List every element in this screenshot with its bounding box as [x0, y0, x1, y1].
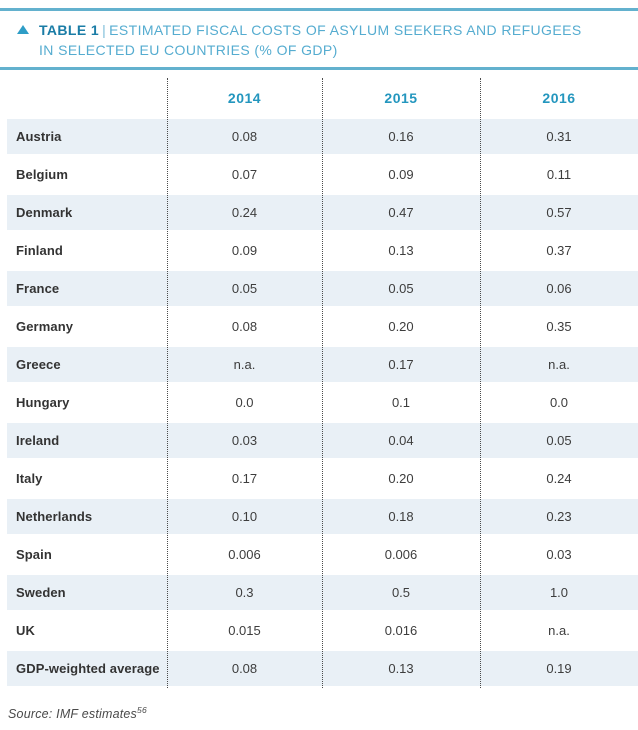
cell-2016: 0.05 [546, 433, 572, 448]
cell-2014: 0.05 [231, 281, 258, 296]
cell-2014: 0.10 [231, 509, 258, 524]
cell-2016: 0.23 [546, 509, 572, 524]
title-separator: | [102, 22, 107, 38]
table-row-hungary: Hungary 0.0 0.1 0.0 [0, 384, 638, 422]
figure-title: TABLE 1 | ESTIMATED FISCAL COSTS OF ASYLUM… [39, 20, 582, 60]
cell-2015: 0.04 [388, 433, 414, 448]
table-row-belgium: Belgium 0.07 0.09 0.11 [0, 156, 638, 194]
cell-2014: 0.006 [228, 547, 261, 562]
cell-2016: 0.03 [546, 547, 572, 562]
cell-2014: 0.09 [231, 243, 258, 258]
cell-2016: 0.37 [546, 243, 572, 258]
cell-2014: 0.03 [231, 433, 258, 448]
table-row-denmark: Denmark 0.24 0.47 0.57 [0, 194, 638, 232]
cell-2015: 0.016 [384, 623, 418, 638]
cell-2015: 0.05 [388, 281, 414, 296]
cell-2015: 0.09 [388, 167, 414, 182]
column-header-2016: 2016 [542, 90, 576, 106]
row-label: Sweden [16, 585, 66, 600]
table-row-italy: Italy 0.17 0.20 0.24 [0, 460, 638, 498]
cell-2015: 0.17 [388, 357, 414, 372]
title-divider-rule [0, 67, 638, 70]
row-label: Belgium [16, 167, 68, 182]
cell-2016: 0.57 [546, 205, 572, 220]
row-label: Italy [16, 471, 43, 486]
row-label: Austria [16, 129, 62, 144]
table-row-sweden: Sweden 0.3 0.5 1.0 [0, 574, 638, 612]
cell-2015: 0.20 [388, 319, 414, 334]
row-label: Spain [16, 547, 52, 562]
table-row-greece: Greece n.a. 0.17 n.a. [0, 346, 638, 384]
footnote-number: 56 [137, 705, 147, 715]
cell-2015: 0.18 [388, 509, 414, 524]
cell-2014: 0.3 [235, 585, 254, 600]
cell-2015: 0.20 [388, 471, 414, 486]
table-figure-page: TABLE 1 | ESTIMATED FISCAL COSTS OF ASYLUM… [0, 8, 638, 721]
table-row-finland: Finland 0.09 0.13 0.37 [0, 232, 638, 270]
table-row-spain: Spain 0.006 0.006 0.03 [0, 536, 638, 574]
cell-2016: n.a. [548, 357, 570, 372]
cell-2014: 0.07 [231, 167, 258, 182]
cell-2015: 0.006 [384, 547, 418, 562]
column-header-2015: 2015 [384, 90, 418, 106]
cell-2014: 0.24 [231, 205, 258, 220]
source-text: Source: IMF estimates [8, 707, 138, 722]
cell-2016: 0.06 [546, 281, 572, 296]
table-label: TABLE 1 [39, 22, 100, 38]
cell-2014: 0.0 [235, 395, 254, 410]
cell-2016: 0.35 [546, 319, 572, 334]
row-label: Germany [16, 319, 74, 334]
cell-2015: 0.1 [391, 395, 411, 410]
cell-2015: 0.16 [388, 129, 414, 144]
cell-2014: 0.015 [228, 623, 261, 638]
column-divider-3 [480, 78, 481, 688]
table-row-ireland: Ireland 0.03 0.04 0.05 [0, 422, 638, 460]
table-row-netherlands: Netherlands 0.10 0.18 0.23 [0, 498, 638, 536]
cell-2016: 0.31 [546, 129, 572, 144]
triangle-up-icon [17, 25, 29, 34]
cell-2014: 0.08 [231, 661, 258, 676]
column-divider-1 [167, 78, 168, 688]
cell-2016: 0.11 [546, 167, 572, 182]
row-label: Denmark [16, 205, 73, 220]
table-row-austria: Austria 0.08 0.16 0.31 [0, 118, 638, 156]
title-line-2: IN SELECTED EU COUNTRIES (% OF GDP) [39, 42, 338, 58]
row-label: UK [16, 623, 35, 638]
cell-2016: 0.0 [549, 395, 569, 410]
column-divider-2 [322, 78, 323, 688]
cell-2014: 0.17 [231, 471, 258, 486]
table-row-uk: UK 0.015 0.016 n.a. [0, 612, 638, 650]
column-header-2014: 2014 [227, 90, 262, 106]
row-label: Ireland [16, 433, 60, 448]
cell-2016: 0.19 [546, 661, 572, 676]
cell-2014: 0.08 [231, 319, 258, 334]
table-row-germany: Germany 0.08 0.20 0.35 [0, 308, 638, 346]
cell-2014: n.a. [233, 357, 256, 372]
title-line-1: ESTIMATED FISCAL COSTS OF ASYLUM SEEKERS… [109, 22, 582, 38]
table-body: Austria 0.08 0.16 0.31 Belgium 0.07 0.09… [0, 118, 638, 688]
row-label: GDP-weighted average [16, 661, 160, 676]
cell-2016: 1.0 [549, 585, 569, 600]
cell-2016: 0.24 [546, 471, 572, 486]
fiscal-costs-table: 2014 2015 2016 Austria 0.08 0.16 0.31 Be… [0, 78, 638, 688]
row-label: Greece [16, 357, 61, 372]
cell-2015: 0.5 [391, 585, 411, 600]
cell-2014: 0.08 [231, 129, 258, 144]
source-note: Source: IMF estimates56 [0, 705, 638, 721]
cell-2016: n.a. [548, 623, 570, 638]
row-label: Finland [16, 243, 63, 258]
table-row-gdp-weighted-average: GDP-weighted average 0.08 0.13 0.19 [0, 650, 638, 688]
row-label: France [16, 281, 60, 296]
row-label: Netherlands [16, 509, 93, 524]
top-rule [0, 8, 638, 11]
table-row-france: France 0.05 0.05 0.06 [0, 270, 638, 308]
row-label: Hungary [16, 395, 70, 410]
cell-2015: 0.13 [388, 243, 414, 258]
table-header-row: 2014 2015 2016 [0, 78, 638, 118]
cell-2015: 0.47 [388, 205, 414, 220]
cell-2015: 0.13 [388, 661, 414, 676]
figure-header: TABLE 1 | ESTIMATED FISCAL COSTS OF ASYLUM… [0, 11, 638, 67]
